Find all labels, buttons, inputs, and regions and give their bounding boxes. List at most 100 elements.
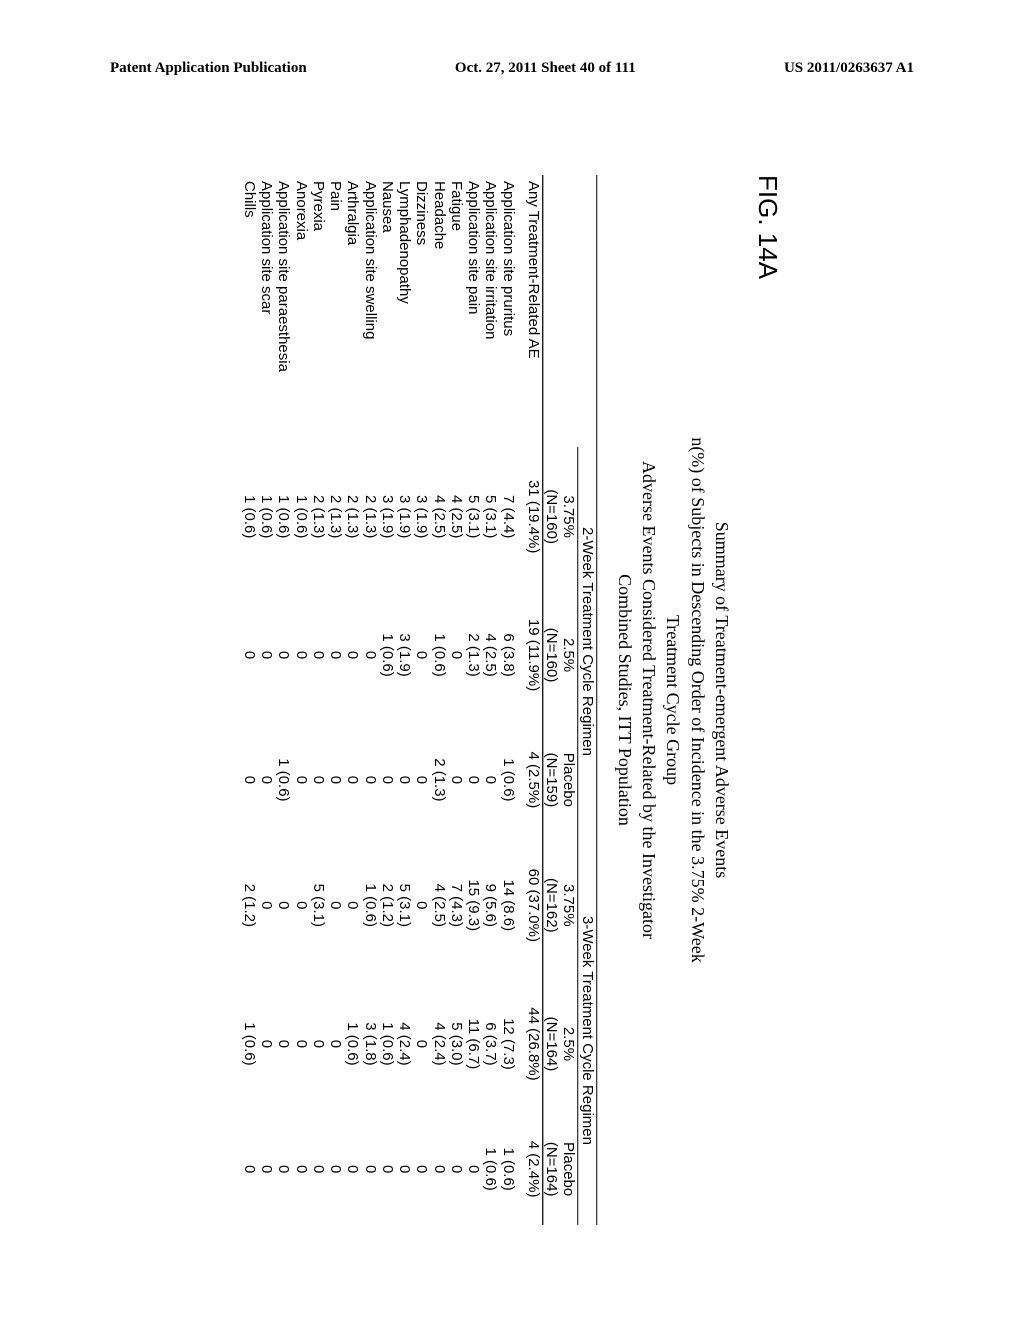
cell: 0 [310,724,327,836]
cell: 0 [275,975,292,1114]
cell: 2 (1.3) [344,447,361,586]
cell: 1 (0.6) [500,724,525,836]
cell: 0 [275,586,292,724]
cell: 14 (8.6) [500,836,525,975]
cell: 4 (2.4) [431,975,448,1114]
cell: 2 (1.2) [241,836,258,975]
cell: 5 (3.0) [448,975,465,1114]
col4-n: (N=162) [543,836,561,975]
row-label: Dizziness [413,175,430,447]
cell: 2 (1.3) [362,447,379,586]
cell: 5 (3.1) [396,836,413,975]
cell: 44 (26.8%) [525,975,543,1114]
cell: 7 (4.4) [500,447,525,586]
cell: 1 (0.6) [293,447,310,586]
cell: 2 (1.3) [465,586,482,724]
cell: 0 [293,975,310,1114]
title-line3: Treatment Cycle Group [661,175,685,1225]
figure-region: FIG. 14A Summary of Treatment-emergent A… [241,175,783,1225]
col5-n: (N=164) [543,975,561,1114]
cell: 0 [275,836,292,975]
cell: 4 (2.4) [396,975,413,1114]
cell: 0 [413,1113,430,1225]
cell: 1 (0.6) [379,586,396,724]
cell: 1 (0.6) [431,586,448,724]
cell: 0 [362,1113,379,1225]
row-label: Anorexia [293,175,310,447]
cell: 4 (2.5) [482,586,499,724]
title-line2: n(%) of Subjects in Descending Order of … [686,175,710,1225]
cell: 0 [431,1113,448,1225]
table-title: Summary of Treatment-emergent Adverse Ev… [613,175,734,1225]
cell: 31 (19.4%) [525,447,543,586]
cell: 0 [396,724,413,836]
cell: 4 (2.5) [431,836,448,975]
cell: 1 (0.6) [275,447,292,586]
row-label: Any Treatment-Related AE [525,175,543,447]
cell: 60 (37.0%) [525,836,543,975]
col2-label: 2.5% [560,586,578,724]
cell: 0 [293,836,310,975]
col1-n: (N=160) [543,447,561,586]
cell: 15 (9.3) [465,836,482,975]
cell: 0 [327,586,344,724]
cell: 0 [293,724,310,836]
cell: 5 (3.1) [482,447,499,586]
group1-header: 2-Week Treatment Cycle Regimen [578,447,596,836]
cell: 0 [327,1113,344,1225]
row-label: Application site pruritus [500,175,525,447]
col3-n: (N=159) [543,724,561,836]
cell: 0 [396,1113,413,1225]
row-label: Lymphadenopathy [396,175,413,447]
figure-label: FIG. 14A [752,175,783,1225]
cell: 1 (0.6) [241,975,258,1114]
cell: 0 [379,724,396,836]
row-label: Chills [241,175,258,447]
title-line5: Combined Studies, ITT Population [613,175,637,1225]
col1-label: 3.75% [560,447,578,586]
cell: 0 [327,724,344,836]
cell: 5 (3.1) [310,836,327,975]
cell: 6 (3.8) [500,586,525,724]
cell: 0 [482,724,499,836]
row-label: Nausea [379,175,396,447]
cell: 0 [465,1113,482,1225]
row-label: Application site swelling [362,175,379,447]
cell: 0 [413,724,430,836]
header-right: US 2011/0263637 A1 [784,60,914,77]
cell: 1 (0.6) [241,447,258,586]
col3-label: Placebo [560,724,578,836]
title-line4: Adverse Events Considered Treatment-Rela… [637,175,661,1225]
cell: 1 (0.6) [500,1113,525,1225]
row-label: Application site paraesthesia [275,175,292,447]
cell: 1 (0.6) [275,724,292,836]
cell: 12 (7.3) [500,975,525,1114]
cell: 1 (0.6) [379,975,396,1114]
cell: 2 (1.3) [327,447,344,586]
cell: 3 (1.9) [396,586,413,724]
cell: 0 [241,1113,258,1225]
cell: 0 [258,975,275,1114]
cell: 6 (3.7) [482,975,499,1114]
cell: 0 [465,724,482,836]
cell: 1 (0.6) [482,1113,499,1225]
cell: 0 [344,1113,361,1225]
row-label: Pyrexia [310,175,327,447]
cell: 9 (5.6) [482,836,499,975]
cell: 2 (1.3) [310,447,327,586]
row-label: Application site pain [465,175,482,447]
cell: 0 [258,724,275,836]
cell: 0 [275,1113,292,1225]
cell: 0 [448,724,465,836]
cell: 0 [344,586,361,724]
cell: 0 [362,724,379,836]
cell: 0 [258,836,275,975]
cell: 4 (2.5) [448,447,465,586]
header-center: Oct. 27, 2011 Sheet 40 of 111 [455,60,636,77]
cell: 0 [241,586,258,724]
title-line1: Summary of Treatment-emergent Adverse Ev… [710,175,734,1225]
cell: 0 [448,1113,465,1225]
cell: 0 [413,836,430,975]
cell: 0 [344,836,361,975]
cell: 19 (11.9%) [525,586,543,724]
